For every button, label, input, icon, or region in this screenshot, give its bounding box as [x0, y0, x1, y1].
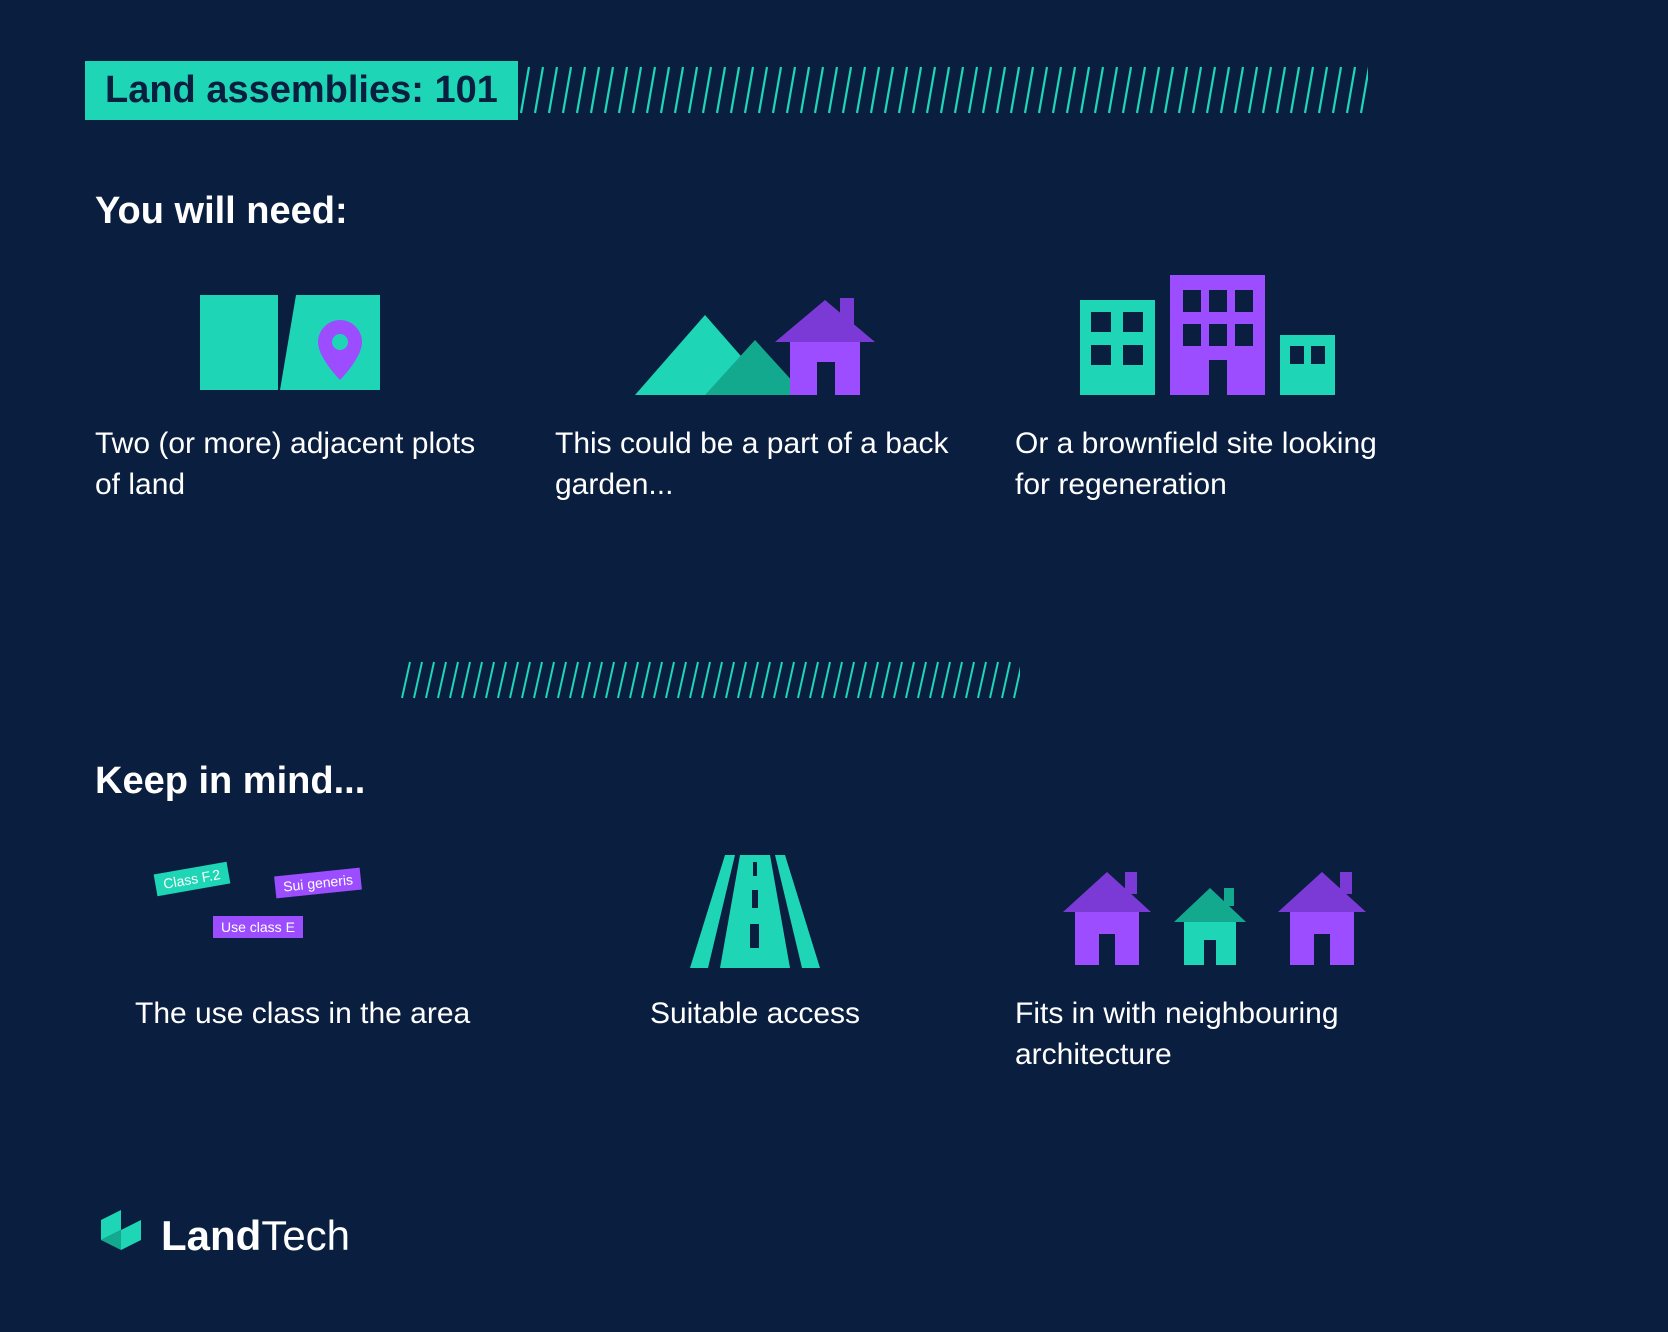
logo-thin: Tech — [261, 1212, 350, 1259]
garden-house-icon — [555, 260, 955, 400]
card-plots-text: Two (or more) adjacent plots of land — [95, 424, 495, 505]
card-garden-text: This could be a part of a back garden... — [555, 424, 955, 505]
logo-bold: Land — [161, 1212, 261, 1259]
section2-row: Class F.2 Sui generis Use class E The us… — [95, 830, 1415, 1075]
road-icon — [555, 830, 955, 970]
logo-text: LandTech — [161, 1212, 350, 1260]
buildings-icon — [1015, 260, 1415, 400]
useclass-icon: Class F.2 Sui generis Use class E — [95, 830, 495, 970]
section1-row: Two (or more) adjacent plots of land Thi… — [95, 260, 1415, 505]
landtech-logo: LandTech — [95, 1210, 350, 1262]
card-access: Suitable access — [555, 830, 955, 1075]
tag-classf2: Class F.2 — [154, 862, 230, 896]
card-architecture-text: Fits in with neighbouring architecture — [1015, 994, 1415, 1075]
banner-pattern — [518, 65, 1368, 115]
tag-useclasse: Use class E — [213, 916, 303, 938]
card-useclass-text: The use class in the area — [95, 994, 470, 1035]
logo-mark-icon — [95, 1210, 147, 1262]
banner-title: Land assemblies: 101 — [85, 61, 518, 120]
card-plots: Two (or more) adjacent plots of land — [95, 260, 495, 505]
title-banner: Land assemblies: 101 — [85, 60, 1368, 120]
card-brownfield-text: Or a brownfield site looking for regener… — [1015, 424, 1415, 505]
divider-pattern — [400, 660, 1020, 700]
plots-icon — [95, 260, 495, 400]
card-architecture: Fits in with neighbouring architecture — [1015, 830, 1415, 1075]
section2-heading: Keep in mind... — [95, 760, 365, 803]
card-garden: This could be a part of a back garden... — [555, 260, 955, 505]
tag-suigeneris: Sui generis — [274, 868, 362, 899]
card-useclass: Class F.2 Sui generis Use class E The us… — [95, 830, 495, 1075]
section1-heading: You will need: — [95, 190, 348, 233]
card-brownfield: Or a brownfield site looking for regener… — [1015, 260, 1415, 505]
card-access-text: Suitable access — [555, 994, 955, 1035]
houses-row-icon — [1015, 830, 1415, 970]
